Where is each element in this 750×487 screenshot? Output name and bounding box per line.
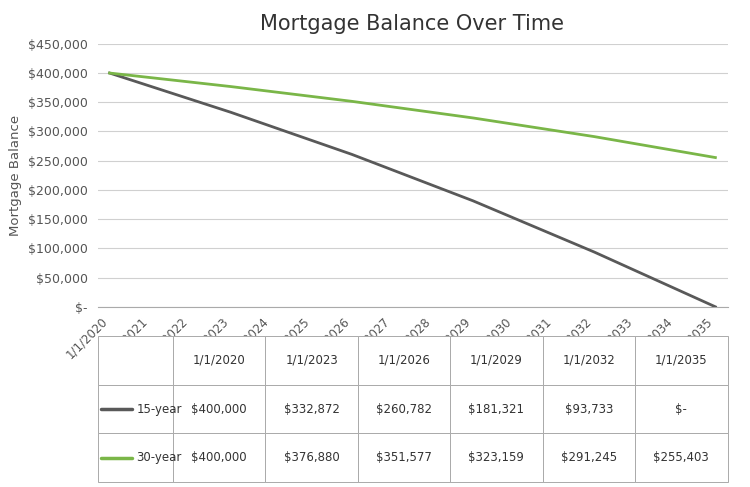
Text: 30-year: 30-year — [136, 451, 182, 464]
Text: $376,880: $376,880 — [284, 451, 340, 464]
Text: 1/1/2020: 1/1/2020 — [193, 354, 245, 367]
Text: $-: $- — [675, 403, 687, 415]
Text: 1/1/2032: 1/1/2032 — [562, 354, 615, 367]
Text: 1/1/2023: 1/1/2023 — [285, 354, 338, 367]
Title: Mortgage Balance Over Time: Mortgage Balance Over Time — [260, 14, 565, 34]
Text: $255,403: $255,403 — [653, 451, 710, 464]
Text: $291,245: $291,245 — [561, 451, 617, 464]
Text: $400,000: $400,000 — [191, 403, 247, 415]
Text: $260,782: $260,782 — [376, 403, 432, 415]
Text: $93,733: $93,733 — [565, 403, 613, 415]
Text: 15-year: 15-year — [136, 403, 182, 415]
Text: 1/1/2029: 1/1/2029 — [470, 354, 523, 367]
Text: $323,159: $323,159 — [469, 451, 524, 464]
Text: $332,872: $332,872 — [284, 403, 340, 415]
Y-axis label: Mortgage Balance: Mortgage Balance — [9, 115, 22, 236]
Text: 1/1/2026: 1/1/2026 — [377, 354, 430, 367]
Text: $351,577: $351,577 — [376, 451, 432, 464]
Text: 1/1/2035: 1/1/2035 — [655, 354, 707, 367]
Text: $400,000: $400,000 — [191, 451, 247, 464]
Text: $181,321: $181,321 — [469, 403, 524, 415]
